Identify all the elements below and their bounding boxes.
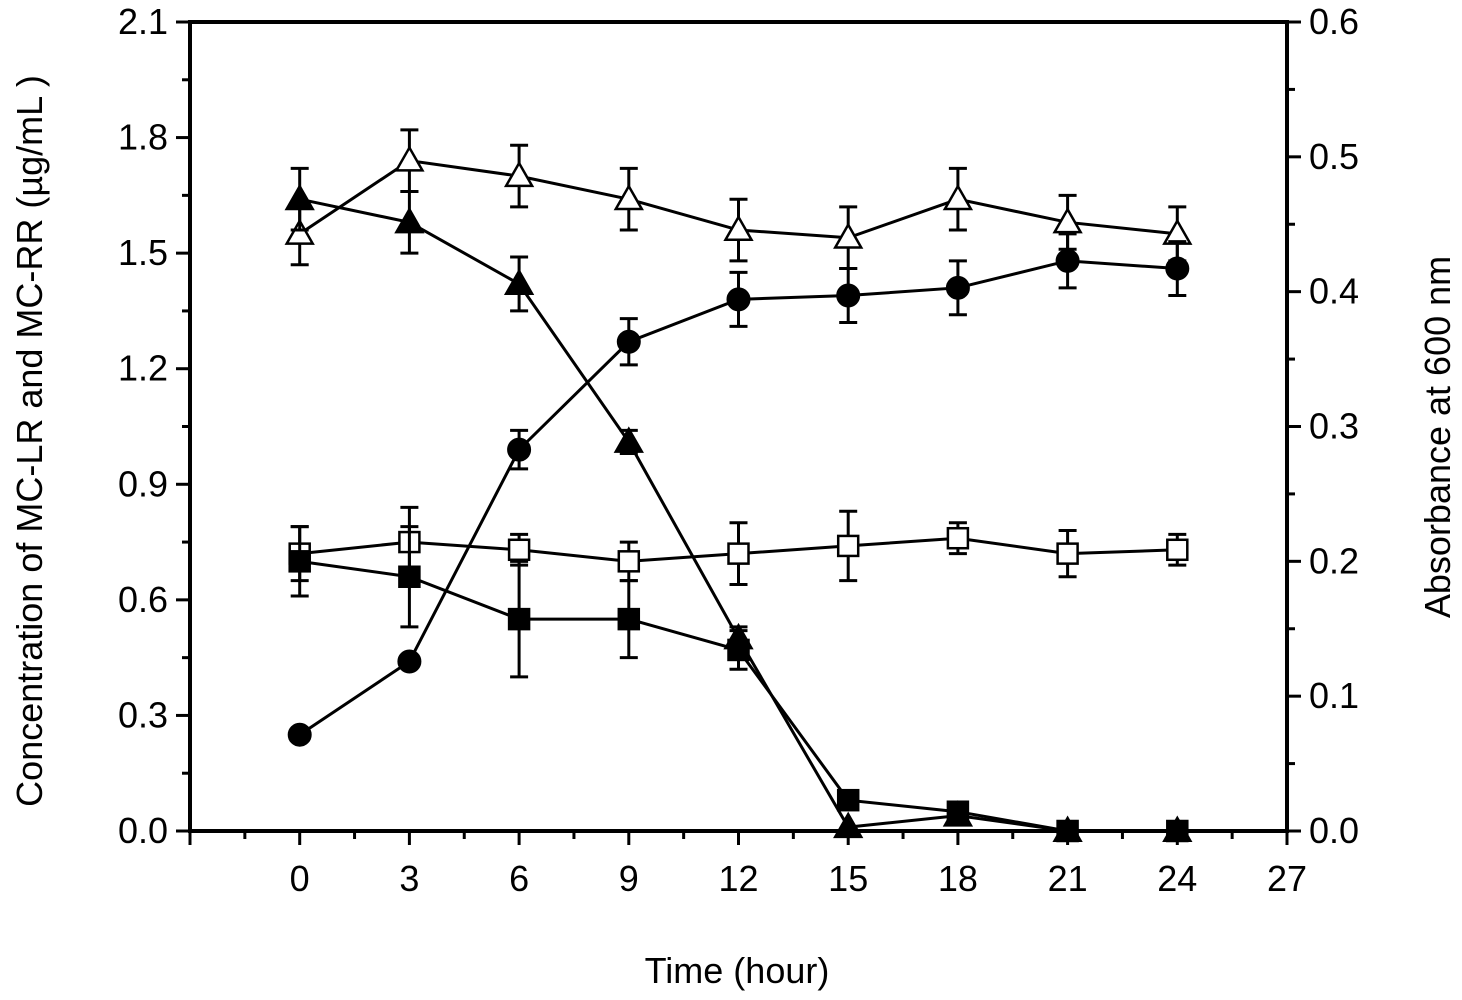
data-point — [284, 218, 315, 245]
x-tick-label: 3 — [399, 858, 419, 899]
x-tick-label: 6 — [509, 858, 529, 899]
data-point — [617, 550, 641, 573]
series-square-filled — [288, 525, 1189, 843]
y2-tick-label: 0.3 — [1309, 406, 1359, 447]
data-point — [1166, 538, 1189, 562]
data-point — [1056, 819, 1079, 843]
plot-border — [188, 20, 1289, 833]
data-point — [287, 722, 312, 747]
data-point — [284, 183, 315, 211]
y2-tick-label: 0.1 — [1309, 675, 1359, 716]
y2-tick-label: 0.2 — [1309, 540, 1359, 581]
tick-labels: 0 3 6 9 12 15 18 21 24 270.00.30.60.91.21.51.82.1… — [118, 1, 1359, 899]
plot-frame — [188, 20, 1289, 833]
data-point — [1055, 248, 1080, 273]
data-point — [727, 638, 750, 662]
x-tick-label: 15 — [828, 858, 868, 899]
data-point — [942, 183, 974, 211]
data-point — [613, 183, 644, 211]
data-point — [946, 800, 970, 823]
y-tick-label: 1.2 — [118, 348, 168, 389]
data-point — [833, 222, 864, 249]
data-point — [507, 538, 531, 562]
data-point — [1165, 256, 1190, 281]
x-tick-label: 0 — [290, 858, 310, 899]
data-point — [397, 649, 422, 674]
data-point — [836, 283, 861, 308]
series-layer — [284, 128, 1193, 843]
x-tick-label: 9 — [619, 858, 639, 899]
data-point — [503, 268, 535, 295]
x-tick-label: 18 — [938, 858, 978, 899]
ticks — [176, 20, 1301, 845]
data-point — [394, 145, 425, 172]
x-tick-label: 12 — [718, 858, 758, 899]
data-point — [945, 275, 970, 300]
data-point — [727, 542, 750, 565]
y-tick-label: 0.9 — [118, 463, 168, 504]
data-point — [836, 788, 860, 812]
y-tick-label: 1.8 — [118, 117, 168, 158]
data-point — [833, 811, 864, 839]
x-axis-title: Time (hour) — [645, 950, 830, 991]
data-point — [503, 160, 535, 188]
y-tick-label: 0.3 — [118, 694, 168, 735]
y-axis-title: Concentration of MC-LR and MC-RR (µg/mL … — [9, 75, 50, 807]
data-point — [613, 426, 644, 453]
data-point — [1166, 819, 1189, 843]
y-tick-label: 0.0 — [118, 810, 168, 851]
y-tick-label: 0.6 — [118, 579, 168, 620]
x-tick-label: 27 — [1267, 858, 1307, 899]
data-point — [507, 607, 531, 631]
series-triangle-filled — [284, 166, 1193, 842]
data-point — [723, 214, 754, 242]
y2-tick-label: 0.5 — [1309, 136, 1359, 177]
data-point — [394, 206, 425, 234]
data-point — [1056, 542, 1079, 565]
data-point — [1052, 206, 1083, 234]
data-point — [836, 534, 860, 558]
y2-axis-title: Absorbance at 600 nm — [1417, 256, 1458, 618]
x-tick-label: 24 — [1157, 858, 1197, 899]
x-tick-label: 21 — [1048, 858, 1088, 899]
data-point — [507, 437, 532, 462]
y2-tick-label: 0.0 — [1309, 810, 1359, 851]
data-point — [288, 550, 311, 573]
data-point — [617, 607, 641, 631]
y2-tick-label: 0.4 — [1309, 271, 1359, 312]
data-point — [398, 565, 421, 588]
series-square-open — [288, 505, 1189, 586]
y-tick-label: 2.1 — [118, 1, 168, 42]
series-triangle-open — [284, 128, 1193, 271]
series-line — [299, 559, 1178, 833]
data-point — [726, 287, 751, 312]
data-point — [616, 329, 641, 354]
y2-tick-label: 0.6 — [1309, 1, 1359, 42]
data-point — [946, 526, 970, 550]
y-tick-label: 1.5 — [118, 232, 168, 273]
